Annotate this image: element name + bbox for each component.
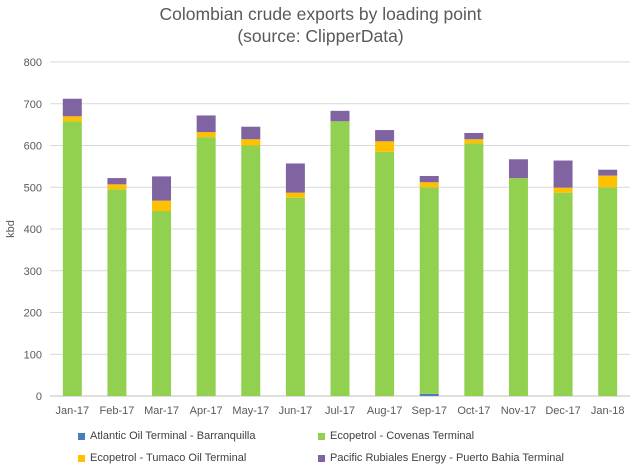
bar-segment (62, 116, 82, 122)
bar-segment (598, 169, 618, 176)
y-axis-title: kbd (5, 220, 17, 238)
y-tick-label: 400 (24, 224, 42, 236)
bar-segment (62, 121, 82, 396)
bar-segment (464, 143, 484, 396)
bar-segment (419, 175, 439, 183)
bar-segment (107, 189, 127, 396)
bar-segment (196, 137, 216, 396)
y-tick-label: 700 (24, 99, 42, 111)
legend-entry: Atlantic Oil Terminal - Barranquilla (78, 430, 318, 442)
x-tick-label: Apr-17 (190, 405, 223, 417)
bar-segment (152, 176, 172, 201)
bar-segment (375, 151, 395, 396)
bar-segment (107, 178, 127, 185)
bar-segment (107, 184, 127, 190)
chart-legend: Atlantic Oil Terminal - Barranquilla Ecop… (78, 430, 638, 464)
bar-segment (553, 192, 573, 396)
x-tick-label: Jun-17 (279, 405, 313, 417)
bar-segment (598, 187, 618, 396)
chart-title: Colombian crude exports by loading point (159, 4, 482, 24)
y-tick-label: 500 (24, 182, 42, 194)
legend-label: Ecopetrol - Tumaco Oil Terminal (90, 452, 247, 464)
bar-segment (241, 126, 261, 140)
bar-segment (419, 182, 439, 188)
bar-segment (464, 139, 484, 144)
legend-label: Ecopetrol - Covenas Terminal (330, 430, 475, 442)
bar-segment (553, 187, 573, 193)
bar-segment (196, 115, 216, 133)
bar-segment (508, 178, 528, 396)
bar-segment (152, 211, 172, 396)
bar-segment (419, 393, 439, 396)
bar-segment (508, 159, 528, 179)
y-tick-label: 200 (24, 308, 42, 320)
bar-segment (152, 200, 172, 212)
x-tick-label: Oct-17 (457, 405, 490, 417)
bar-segment (62, 98, 82, 117)
bar-segment (241, 145, 261, 396)
x-tick-label: Feb-17 (99, 405, 134, 417)
x-tick-label: Jan-17 (55, 405, 89, 417)
x-tick-label: Sep-17 (411, 405, 446, 417)
legend-label: Atlantic Oil Terminal - Barranquilla (90, 430, 256, 442)
y-tick-label: 300 (24, 266, 42, 278)
x-tick-label: Mar-17 (144, 405, 179, 417)
legend-entry: Pacific Rubiales Energy - Puerto Bahia T… (318, 452, 618, 464)
x-tick-label: Jan-18 (591, 405, 625, 417)
chart-subtitle: (source: ClipperData) (237, 26, 404, 46)
x-tick-label: Dec-17 (545, 405, 580, 417)
bars (62, 98, 618, 396)
y-tick-label: 0 (36, 391, 42, 403)
bar-segment (375, 141, 395, 152)
y-tick-label: 100 (24, 349, 42, 361)
legend-label: Pacific Rubiales Energy - Puerto Bahia T… (330, 452, 564, 464)
bar-segment (285, 163, 305, 193)
x-tick-label: Nov-17 (501, 405, 536, 417)
x-tick-label: Jul-17 (325, 405, 355, 417)
bar-segment (419, 187, 439, 394)
legend-entry: Ecopetrol - Tumaco Oil Terminal (78, 452, 318, 464)
bar-segment (330, 121, 350, 396)
bar-segment (196, 132, 216, 138)
legend-entry: Ecopetrol - Covenas Terminal (318, 430, 618, 442)
y-tick-label: 600 (24, 141, 42, 153)
legend-swatch (78, 454, 85, 462)
legend-swatch (318, 432, 325, 440)
bar-segment (375, 130, 395, 142)
chart-plot: 0 100 200 300 400 500 600 700 800 Jan-17 Feb-17 Ma… (5, 57, 630, 417)
y-tick-label: 800 (24, 57, 42, 69)
bar-segment (598, 175, 618, 188)
bar-segment (285, 197, 305, 396)
legend-swatch (318, 454, 325, 462)
chart-title-block: Colombian crude exports by loading point… (0, 3, 641, 47)
bar-segment (553, 160, 573, 188)
legend-swatch (78, 432, 85, 440)
bar-segment (464, 132, 484, 140)
bar-segment (241, 139, 261, 146)
bar-segment (330, 110, 350, 122)
y-axis-ticks: 0 100 200 300 400 500 600 700 800 (24, 57, 42, 403)
x-axis-ticks: Jan-17 Feb-17 Mar-17 Apr-17 May-17 Jun-17 Jul-… (55, 405, 624, 417)
bar-segment (285, 192, 305, 198)
x-tick-label: May-17 (232, 405, 269, 417)
x-tick-label: Aug-17 (367, 405, 402, 417)
